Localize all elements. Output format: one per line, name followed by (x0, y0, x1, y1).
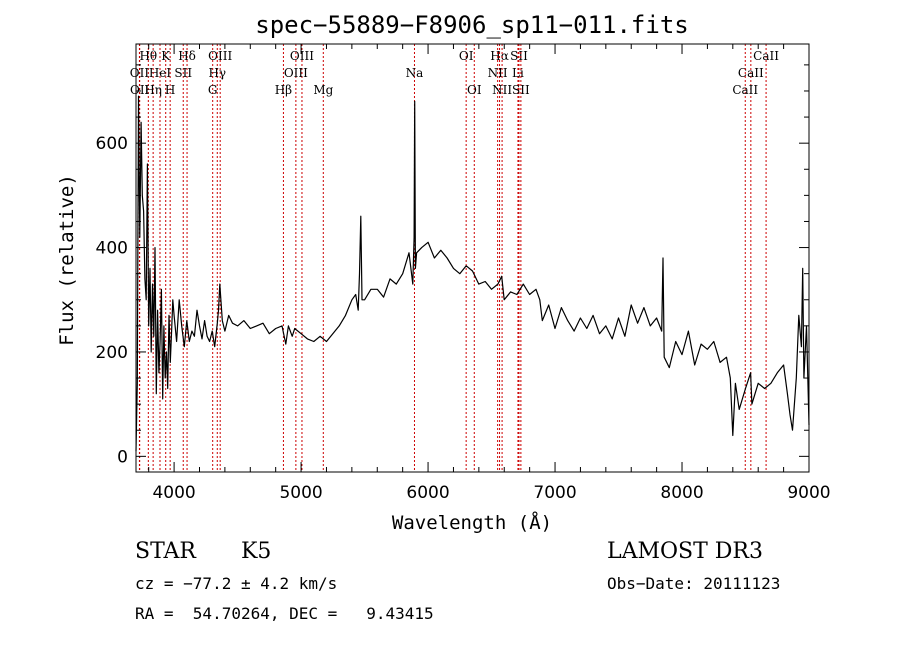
line-label: OI (459, 49, 474, 63)
line-label: CaII (753, 49, 779, 63)
observation-date: Obs−Date: 20111123 (607, 574, 781, 593)
line-label: Hη (144, 83, 162, 97)
spectrum-series (135, 95, 810, 452)
line-label: Na (406, 66, 424, 80)
line-label: NII (488, 66, 508, 80)
coordinates: RA = 54.70264, DEC = 9.43415 (135, 604, 434, 623)
object-subclass: K5 (241, 539, 272, 564)
line-label: OIII (208, 49, 232, 63)
plot-frame (135, 43, 810, 473)
y-axis: 0 200 400 600 (96, 64, 809, 467)
line-label: Hγ (208, 66, 226, 80)
y-tick-label: 0 (117, 447, 128, 467)
survey-name: LAMOST DR3 (607, 539, 763, 564)
line-label: OII (130, 83, 150, 97)
x-axis: 4000 5000 6000 7000 8000 9000 (148, 44, 831, 503)
y-tick-label: 600 (96, 134, 128, 154)
line-label: OI (467, 83, 482, 97)
x-tick-label: 7000 (533, 483, 576, 503)
redshift-velocity: cz = −77.2 ± 4.2 km/s (135, 574, 338, 593)
x-tick-label: 6000 (406, 483, 449, 503)
line-label: Hβ (275, 83, 292, 97)
line-label: OIII (284, 66, 308, 80)
line-label: Hθ (139, 49, 157, 63)
x-tick-label: 9000 (787, 483, 830, 503)
line-label: OIII (290, 49, 314, 63)
line-label: H (165, 83, 175, 97)
x-axis-label: Wavelength (Å) (392, 511, 552, 534)
y-axis-label: Flux (relative) (56, 174, 78, 346)
line-label: Hδ (178, 49, 196, 63)
line-label: Li (512, 66, 524, 80)
line-label: CaII (732, 83, 758, 97)
chart-title: spec−55889−F8906_sp11−011.fits (255, 11, 688, 39)
x-tick-label: 4000 (152, 483, 195, 503)
line-label: K (161, 49, 171, 63)
x-tick-label: 5000 (279, 483, 322, 503)
spectrum-line-0 (135, 95, 810, 452)
x-tick-label: 8000 (660, 483, 703, 503)
y-tick-label: 200 (96, 343, 128, 363)
object-class: STAR (135, 539, 196, 564)
line-label: Mg (313, 83, 333, 97)
line-label: Hα (490, 49, 509, 63)
line-label: CaII (738, 66, 764, 80)
line-label: HeI (149, 66, 172, 80)
line-label: SII (512, 83, 530, 97)
line-label: NII (492, 83, 512, 97)
line-label: SII (174, 66, 192, 80)
line-label: G (208, 83, 218, 97)
line-label: SII (510, 49, 528, 63)
y-tick-label: 400 (96, 239, 128, 259)
